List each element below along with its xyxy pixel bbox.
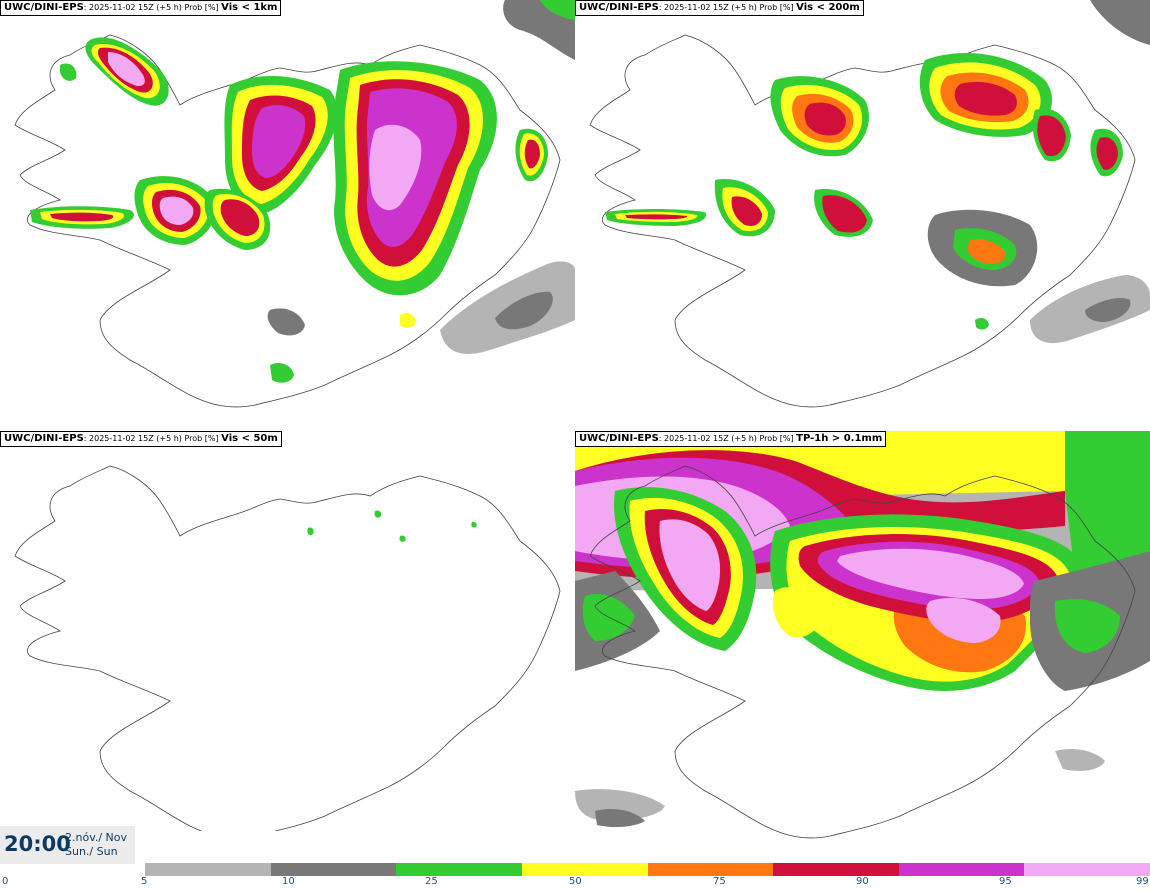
colorbar-tick: 95 [999,876,1012,887]
colorbar-segment [521,863,648,876]
colorbar-tick: 25 [425,876,438,887]
valid-time: 20:00 [4,832,71,856]
colorbar-tick: 50 [569,876,582,887]
colorbar [145,863,1150,876]
map-vis-1km [14,0,575,408]
map-tp-1h [575,431,1150,861]
colorbar-tick: 0 [2,876,9,887]
probability-field [605,52,1123,330]
colorbar-tick: 99 [1136,876,1149,887]
map-panel-tp-1h: UWC/DINI-EPS: 2025-11-02 15Z (+5 h) Prob… [575,431,1150,861]
colorbar-segment [647,863,774,876]
colorbar-segment [145,863,271,876]
map-vis-200m [589,0,1150,408]
colorbar-segment [773,863,899,876]
valid-date: 2.nóv./ Nov Sun./ Sun [65,831,128,858]
map-vis-50m [14,465,561,831]
colorbar-segment [396,863,522,876]
colorbar-segment [270,863,397,876]
colorbar-segment [898,863,1025,876]
map-panel-vis-50m: UWC/DINI-EPS: 2025-11-02 15Z (+5 h) Prob… [0,431,575,861]
probability-field [30,37,548,383]
panel-title: UWC/DINI-EPS: 2025-11-02 15Z (+5 h) Prob… [575,0,864,16]
map-panel-vis-1km: UWC/DINI-EPS: 2025-11-02 15Z (+5 h) Prob… [0,0,575,430]
colorbar-tick: 90 [856,876,869,887]
map-panel-vis-200m: UWC/DINI-EPS: 2025-11-02 15Z (+5 h) Prob… [575,0,1150,430]
panel-title: UWC/DINI-EPS: 2025-11-02 15Z (+5 h) Prob… [0,0,282,16]
panel-title: UWC/DINI-EPS: 2025-11-02 15Z (+5 h) Prob… [0,431,282,447]
colorbar-tick: 5 [141,876,148,887]
probability-field [307,510,477,542]
colorbar-tick: 10 [282,876,295,887]
iceland-outline [589,465,1136,839]
valid-time-box: 20:00 2.nóv./ Nov Sun./ Sun [0,826,135,864]
panel-title: UWC/DINI-EPS: 2025-11-02 15Z (+5 h) Prob… [575,431,887,447]
colorbar-segment [1024,863,1150,876]
iceland-outline [14,465,561,831]
colorbar-tick: 75 [713,876,726,887]
